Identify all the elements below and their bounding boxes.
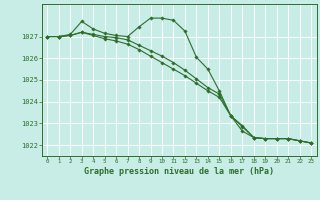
X-axis label: Graphe pression niveau de la mer (hPa): Graphe pression niveau de la mer (hPa) <box>84 167 274 176</box>
